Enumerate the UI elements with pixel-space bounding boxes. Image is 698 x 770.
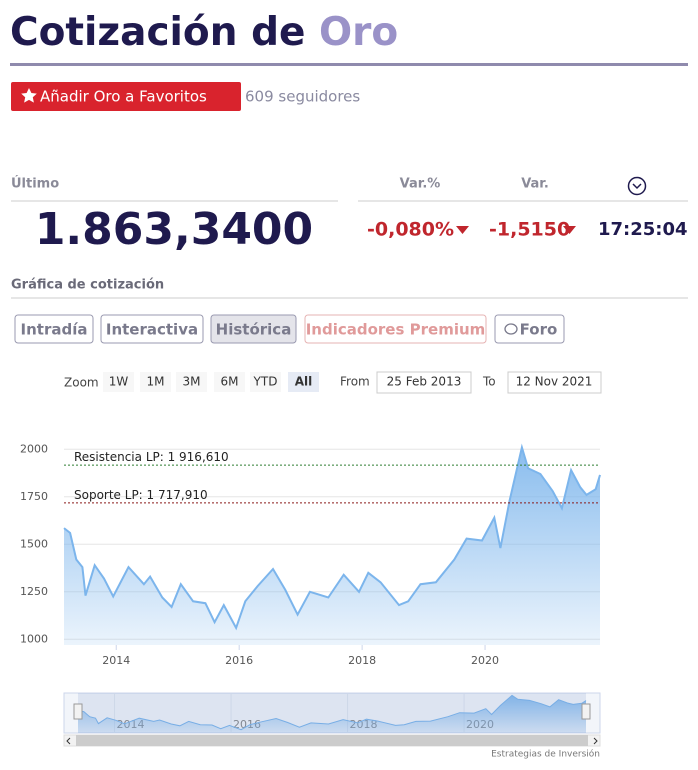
chat-icon bbox=[504, 323, 518, 335]
scroll-right[interactable] bbox=[593, 737, 598, 745]
x-tick-label: 2018 bbox=[348, 654, 376, 667]
scroll-left[interactable] bbox=[66, 737, 71, 745]
zoom-row: Zoom 1W 1M 3M 6M YTD All From 25 Feb 2013 To 12 No… bbox=[64, 371, 602, 394]
date-input[interactable] bbox=[507, 371, 602, 394]
zoom-button[interactable] bbox=[250, 372, 281, 392]
title-prefix: Cotización de bbox=[10, 10, 305, 55]
credit: Estrategias de Inversión bbox=[491, 749, 600, 760]
tab[interactable] bbox=[304, 314, 487, 344]
tab-label[interactable]: Foro bbox=[520, 321, 558, 339]
y-tick-label: 2000 bbox=[20, 442, 48, 455]
zoom-button[interactable] bbox=[214, 372, 245, 392]
zoom-button[interactable] bbox=[140, 372, 171, 392]
navigator-handle[interactable] bbox=[581, 703, 591, 720]
title: Cotización de Oro bbox=[10, 10, 398, 55]
zoom-button[interactable] bbox=[176, 372, 207, 392]
zoom-button-label[interactable]: YTD bbox=[253, 375, 278, 389]
favorite-button[interactable] bbox=[11, 82, 241, 111]
navigator-mask bbox=[78, 693, 586, 733]
change-pct: -0,080% bbox=[367, 219, 454, 241]
zoom-button[interactable] bbox=[103, 372, 134, 392]
date-input[interactable] bbox=[376, 371, 472, 394]
tab[interactable] bbox=[14, 314, 94, 344]
zoom-button-label[interactable]: 1M bbox=[147, 375, 165, 389]
title-highlight: Oro bbox=[319, 10, 398, 55]
chevron bbox=[632, 183, 642, 190]
down-arrow bbox=[563, 226, 576, 234]
x-tick-label: 2014 bbox=[102, 654, 130, 667]
expand-icon[interactable] bbox=[627, 176, 647, 196]
followers: 609 seguidores bbox=[245, 88, 360, 106]
tab-label[interactable]: Histórica bbox=[216, 321, 292, 339]
level-label: Resistencia LP: 1 916,610 bbox=[74, 450, 229, 464]
y-tick-label: 1000 bbox=[20, 632, 48, 645]
from-label: From bbox=[340, 375, 370, 389]
area-fill bbox=[64, 447, 600, 645]
tab-label[interactable]: Interactiva bbox=[106, 321, 198, 339]
from-date[interactable]: 25 Feb 2013 bbox=[387, 375, 462, 389]
last-value: 1.863,3400 bbox=[35, 204, 313, 255]
tab-label[interactable]: Intradía bbox=[21, 321, 88, 339]
level-label: Soporte LP: 1 717,910 bbox=[74, 488, 208, 502]
zoom-button-label[interactable]: 6M bbox=[221, 375, 239, 389]
last-label: Último bbox=[11, 176, 59, 192]
favorite-label[interactable]: Añadir Oro a Favoritos bbox=[40, 88, 207, 106]
zoom-button[interactable] bbox=[288, 372, 319, 392]
change-pct-label: Var.% bbox=[400, 177, 441, 192]
navigator-line bbox=[77, 694, 587, 731]
scrollbar-thumb[interactable] bbox=[76, 735, 588, 746]
navigator-fill bbox=[78, 695, 586, 733]
x-tick-label: 2020 bbox=[471, 654, 499, 667]
tab-label[interactable]: Indicadores Premium bbox=[306, 321, 486, 339]
x-tick-label: 2016 bbox=[225, 654, 253, 667]
tab[interactable] bbox=[494, 314, 565, 344]
tab[interactable] bbox=[210, 314, 297, 344]
zoom-button-label[interactable]: 3M bbox=[183, 375, 201, 389]
down-arrow bbox=[456, 226, 469, 234]
y-tick-label: 1250 bbox=[20, 585, 48, 598]
chart: 1000 1250 1500 1750 2000 2014 2016 2018 2020 Resi… bbox=[20, 442, 601, 747]
area-line bbox=[63, 443, 601, 631]
to-label: To bbox=[482, 375, 496, 389]
change-label: Var. bbox=[521, 177, 549, 192]
to-date[interactable]: 12 Nov 2021 bbox=[516, 375, 593, 389]
y-tick-label: 1750 bbox=[20, 490, 48, 503]
navigator-handle[interactable] bbox=[73, 703, 83, 720]
tabs: Intradía Interactiva Histórica Indicadores … bbox=[14, 314, 565, 344]
zoom-button-label[interactable]: All bbox=[295, 375, 313, 389]
star-icon bbox=[21, 88, 37, 103]
title-rule bbox=[10, 63, 688, 66]
tab[interactable] bbox=[100, 314, 204, 344]
y-tick-label: 1500 bbox=[20, 537, 48, 550]
zoom-label: Zoom bbox=[64, 376, 99, 390]
section-title: Gráfica de cotización bbox=[11, 278, 164, 293]
zoom-button-label[interactable]: 1W bbox=[109, 375, 129, 389]
change: -1,5150 bbox=[489, 219, 570, 241]
quote-time: 17:25:04 bbox=[598, 219, 688, 240]
